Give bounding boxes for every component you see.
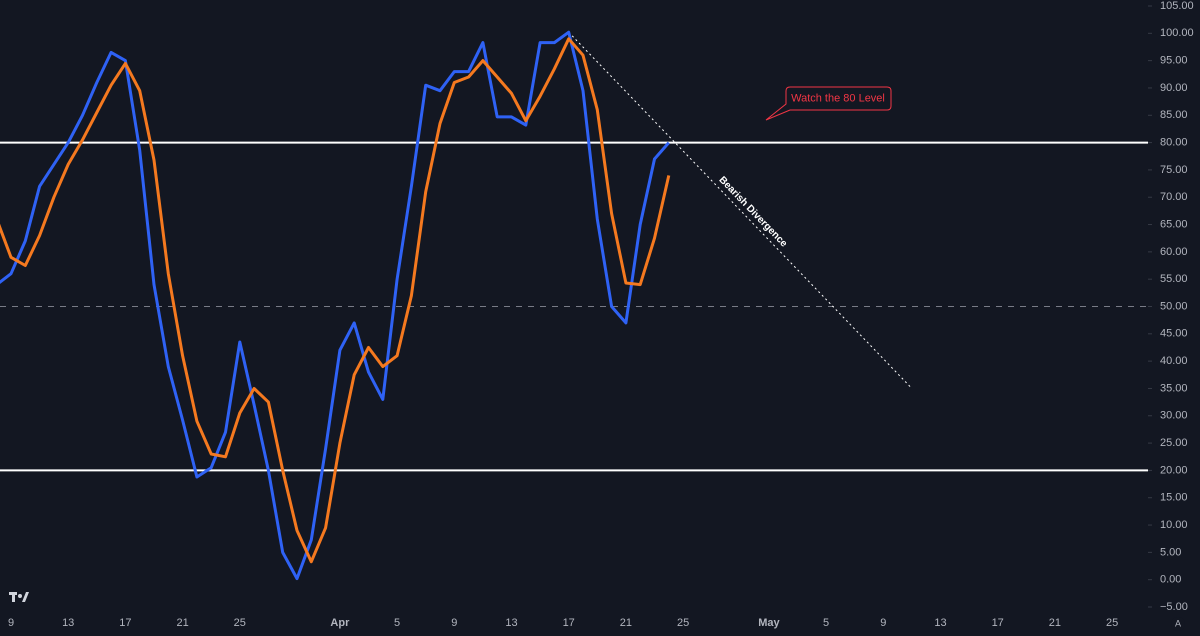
y-tick-label: 55.00 <box>1160 273 1188 285</box>
x-tick-label: 5 <box>394 617 400 629</box>
x-tick-label: 25 <box>1106 617 1118 629</box>
y-tick-label: 90.00 <box>1160 82 1188 94</box>
y-tick-label: 20.00 <box>1160 464 1188 476</box>
y-tick-label: 60.00 <box>1160 246 1188 258</box>
y-tick-label: 70.00 <box>1160 191 1188 203</box>
y-tick-label: 15.00 <box>1160 492 1188 504</box>
y-tick-label: 105.00 <box>1160 0 1194 12</box>
y-tick-label: 25.00 <box>1160 437 1188 449</box>
plot-area <box>0 30 1148 581</box>
x-tick-label: 21 <box>620 617 632 629</box>
auto-scale-label[interactable]: A <box>1175 618 1181 628</box>
auto-scale-button[interactable] <box>1171 617 1185 631</box>
y-tick-label: 95.00 <box>1160 55 1188 67</box>
x-tick-label: May <box>758 617 780 629</box>
x-tick-label: 13 <box>934 617 946 629</box>
x-tick-label: 5 <box>823 617 829 629</box>
x-tick-label: 9 <box>451 617 457 629</box>
x-tick-label: 17 <box>119 617 131 629</box>
y-tick-label: 85.00 <box>1160 109 1188 121</box>
y-tick-label: 30.00 <box>1160 410 1188 422</box>
series-line <box>0 37 671 564</box>
x-tick-label: 17 <box>992 617 1004 629</box>
x-tick-label: 9 <box>8 617 14 629</box>
x-tick-label: 21 <box>176 617 188 629</box>
x-tick-label: Apr <box>330 617 350 629</box>
x-tick-label: 21 <box>1049 617 1061 629</box>
x-tick-label: 13 <box>505 617 517 629</box>
x-tick-label: 25 <box>677 617 689 629</box>
x-tick-label: 9 <box>880 617 886 629</box>
x-tick-label: 25 <box>234 617 246 629</box>
y-tick-label: 65.00 <box>1160 218 1188 230</box>
y-tick-label: 45.00 <box>1160 328 1188 340</box>
y-tick-label: 80.00 <box>1160 136 1188 148</box>
y-tick-label: 35.00 <box>1160 382 1188 394</box>
y-tick-label: 0.00 <box>1160 574 1181 586</box>
y-tick-label: −5.00 <box>1160 601 1188 613</box>
tv-logo <box>9 592 29 602</box>
y-tick-label: 100.00 <box>1160 27 1194 39</box>
y-tick-label: 40.00 <box>1160 355 1188 367</box>
y-tick-label: 10.00 <box>1160 519 1188 531</box>
y-tick-label: 50.00 <box>1160 300 1188 312</box>
x-tick-label: 13 <box>62 617 74 629</box>
x-tick-label: 17 <box>563 617 575 629</box>
y-tick-label: 5.00 <box>1160 546 1181 558</box>
callout: Watch the 80 Level <box>765 86 892 121</box>
series-line <box>0 30 670 581</box>
y-tick-label: 75.00 <box>1160 164 1188 176</box>
callout-text: Watch the 80 Level <box>791 92 885 104</box>
